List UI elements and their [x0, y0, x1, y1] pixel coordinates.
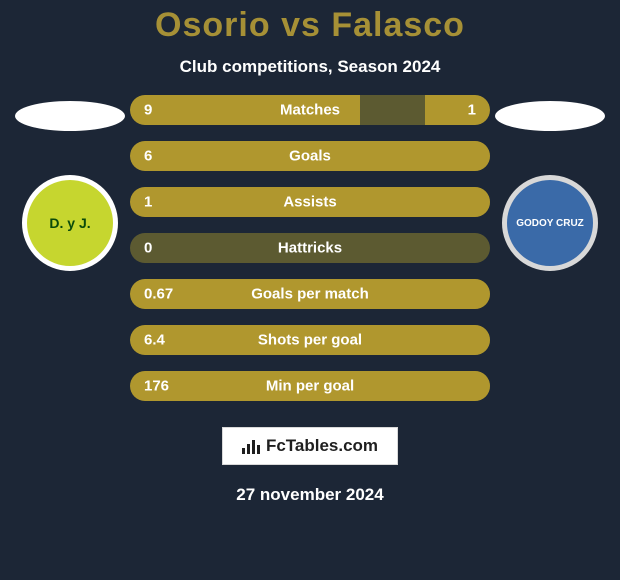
- stat-label: Goals: [289, 148, 331, 165]
- stat-bar: 6.4 Shots per goal: [130, 325, 490, 355]
- stat-value-left: 176: [144, 378, 169, 395]
- subtitle: Club competitions, Season 2024: [0, 57, 620, 77]
- left-club-badge: D. y J.: [22, 175, 118, 271]
- stat-value-left: 9: [144, 102, 152, 119]
- stat-value-left: 0.67: [144, 286, 173, 303]
- stat-label: Goals per match: [251, 286, 369, 303]
- right-player-name-oval: [495, 101, 605, 131]
- right-club-badge: GODOY CRUZ: [502, 175, 598, 271]
- right-club-badge-text: GODOY CRUZ: [516, 218, 584, 229]
- brand-box: FcTables.com: [222, 427, 398, 465]
- stat-bar: 6 Goals: [130, 141, 490, 171]
- left-player-col: D. y J.: [10, 95, 130, 271]
- stat-bar: 176 Min per goal: [130, 371, 490, 401]
- stat-value-right: 1: [468, 102, 476, 119]
- page-title: Osorio vs Falasco: [0, 0, 620, 45]
- stat-label: Hattricks: [278, 240, 342, 257]
- stat-value-left: 6.4: [144, 332, 165, 349]
- stats-bars: 9 1 Matches 6 Goals 1 Assists 0 Hattricks 0.67 Goa…: [130, 95, 490, 401]
- stat-bar: 1 Assists: [130, 187, 490, 217]
- stat-bar: 0.67 Goals per match: [130, 279, 490, 309]
- brand-chart-icon: [242, 438, 260, 454]
- stat-value-left: 6: [144, 148, 152, 165]
- stat-label: Shots per goal: [258, 332, 362, 349]
- footer-date: 27 november 2024: [0, 485, 620, 505]
- stat-label: Assists: [283, 194, 336, 211]
- stat-label: Min per goal: [266, 378, 354, 395]
- right-player-col: GODOY CRUZ: [490, 95, 610, 271]
- stat-value-left: 1: [144, 194, 152, 211]
- stat-fill-right: [425, 95, 490, 125]
- stat-bar: 9 1 Matches: [130, 95, 490, 125]
- stat-value-left: 0: [144, 240, 152, 257]
- stat-label: Matches: [280, 102, 340, 119]
- left-player-name-oval: [15, 101, 125, 131]
- left-club-badge-text: D. y J.: [49, 215, 90, 231]
- stat-bar: 0 Hattricks: [130, 233, 490, 263]
- content-row: D. y J. 9 1 Matches 6 Goals 1 Assists 0 Hattrick…: [0, 95, 620, 401]
- comparison-card: Osorio vs Falasco Club competitions, Sea…: [0, 0, 620, 580]
- brand-text: FcTables.com: [266, 436, 378, 456]
